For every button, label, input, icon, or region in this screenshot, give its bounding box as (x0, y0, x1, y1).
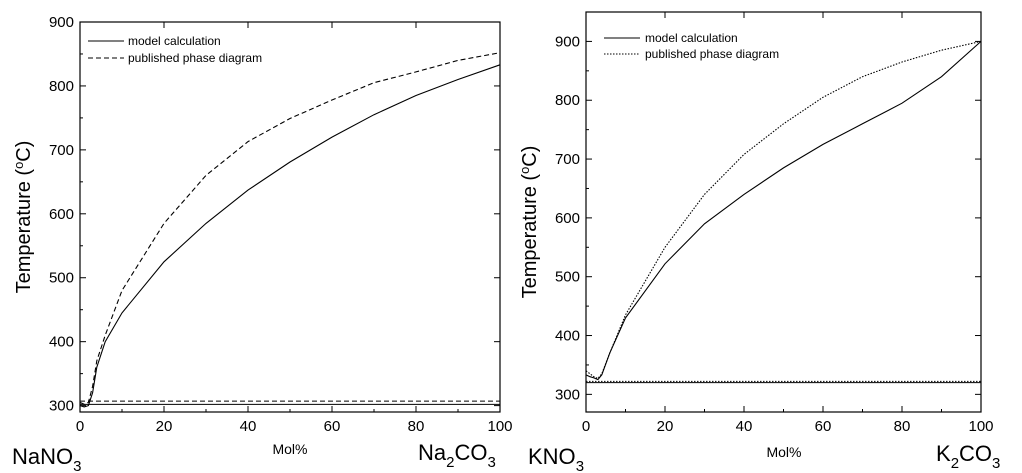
left-component-label: KNO3 (528, 444, 584, 473)
legend: model calculation published phase diagra… (604, 31, 779, 61)
series-line-model (585, 40, 982, 381)
chart-kno3-k2co3: 0 20 40 60 80 100 300 400 500 600 700 800 900 model … (517, 11, 1000, 473)
y-tick-label: 700 (49, 142, 74, 159)
y-tick-label: 600 (49, 206, 74, 223)
x-tick-label: 80 (894, 418, 911, 435)
legend-label-published: published phase diagram (645, 47, 779, 61)
x-tick-label: 60 (324, 418, 341, 435)
y-axis-label: Temperature (oC) (517, 146, 541, 299)
x-tick-label: 100 (487, 418, 512, 435)
x-tick-label: 100 (968, 418, 993, 435)
chart-nano3-na2co3: 0 20 40 60 80 100 300 400 500 600 700 800 900 model … (11, 14, 513, 473)
x-tick-label: 40 (736, 418, 753, 435)
x-tick-label: 20 (657, 418, 674, 435)
y-tick-label: 900 (555, 33, 580, 50)
series-group (585, 40, 982, 381)
series-line-published (79, 52, 501, 405)
x-tick-label: 60 (815, 418, 832, 435)
series-group (79, 52, 501, 408)
y-tick-label: 400 (555, 328, 580, 345)
x-tick-label: 80 (408, 418, 425, 435)
series-line-model (79, 64, 501, 408)
plot-frame (585, 11, 982, 413)
y-axis-label: Temperature (oC) (11, 141, 35, 294)
legend-label-model: model calculation (645, 31, 738, 45)
y-tick-label: 800 (49, 78, 74, 95)
plot-frame (79, 21, 501, 413)
tick-group: 0 20 40 60 80 100 300 400 500 600 700 800 900 (49, 14, 513, 435)
y-tick-label: 500 (555, 269, 580, 286)
right-component-label: K2CO3 (936, 441, 1000, 472)
y-tick-label: 700 (555, 151, 580, 168)
y-tick-label: 800 (555, 92, 580, 109)
x-tick-label: 0 (582, 418, 590, 435)
right-component-label: Na2CO3 (418, 440, 496, 471)
y-tick-label: 900 (49, 14, 74, 31)
tick-group: 0 20 40 60 80 100 300 400 500 600 700 800 900 (555, 12, 994, 435)
legend-label-published: published phase diagram (128, 51, 262, 65)
y-tick-label: 300 (555, 386, 580, 403)
x-tick-label: 40 (240, 418, 257, 435)
horizontal-lines (586, 380, 981, 384)
y-tick-label: 500 (49, 270, 74, 287)
x-tick-label: 0 (76, 418, 84, 435)
series-line-published (585, 40, 982, 380)
x-axis-label: Mol% (766, 444, 801, 460)
y-tick-label: 300 (49, 398, 74, 415)
x-tick-label: 20 (156, 418, 173, 435)
y-tick-label: 400 (49, 334, 74, 351)
y-tick-label: 600 (555, 210, 580, 227)
legend-label-model: model calculation (128, 34, 221, 48)
legend: model calculation published phase diagra… (88, 34, 262, 65)
x-axis-label: Mol% (272, 441, 307, 457)
left-component-label: NaNO3 (12, 444, 81, 473)
horizontal-lines (80, 400, 500, 405)
